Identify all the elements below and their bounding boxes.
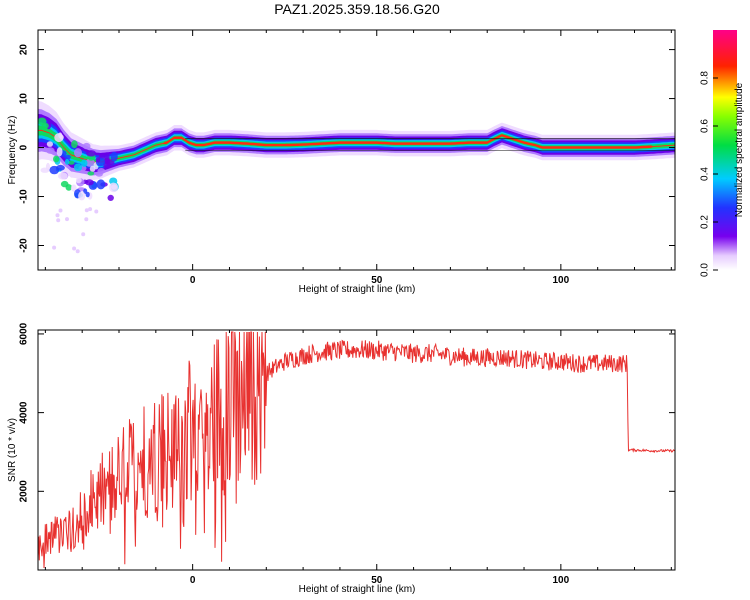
- spectrogram-ytick-label: -10: [19, 189, 30, 204]
- spectrogram-noise-blob: [59, 135, 64, 140]
- colorbar-tick-label: 0.4: [700, 167, 711, 181]
- spectrogram-noise-blob: [67, 160, 75, 165]
- snr-ytick-label: 2000: [19, 480, 30, 503]
- spectrogram-noise-dot: [52, 245, 57, 250]
- spectrogram-ytick-label: 10: [19, 93, 30, 105]
- spectrogram-noise-blob: [46, 141, 54, 147]
- spectrogram-noise-blob: [84, 158, 95, 167]
- spectrogram-noise-blob: [37, 117, 47, 126]
- snr-xtick-label: 100: [553, 575, 570, 586]
- spectrogram-noise-blob: [64, 154, 71, 160]
- spectrogram-noise-blob: [95, 157, 101, 163]
- spectrogram-noise-blob: [82, 142, 91, 150]
- snr-xtick-label: 0: [190, 575, 196, 586]
- spectrogram-noise-blob: [85, 179, 94, 186]
- colorbar: 0.0 0.2 0.4 0.6 0.8 Normalized spectral ampl…: [700, 30, 745, 277]
- spectrogram-noise-blob: [89, 165, 96, 172]
- spectrogram-heatmap: [37, 100, 675, 254]
- spectrogram-noise-blob: [87, 171, 95, 176]
- spectrogram-noise-blob: [74, 148, 82, 158]
- spectrogram-noise-dot: [72, 246, 77, 251]
- spectrogram-noise-blob: [46, 147, 55, 154]
- colorbar-tick-label: 0.8: [700, 71, 711, 85]
- snr-xlabel: Height of straight line (km): [299, 584, 416, 595]
- spectrogram-noise-blob: [110, 151, 118, 162]
- colorbar-ticks: 0.0 0.2 0.4 0.6 0.8: [700, 71, 718, 277]
- spectrogram-xtick-label: 0: [190, 275, 196, 286]
- spectrogram-panel: 0 50 100 -20 -10 0 10 20 Height of straight lin…: [7, 29, 676, 295]
- spectrogram-ytick-label: 0: [19, 144, 30, 150]
- spectrogram-noise-blob: [107, 194, 114, 201]
- spectrogram-noise-blob: [110, 184, 118, 190]
- spectrogram-noise-dot: [58, 208, 63, 213]
- snr-frame: [37, 329, 676, 571]
- spectrogram-ticks: 0 50 100 -20 -10 0 10 20: [19, 30, 675, 286]
- spectrogram-noise-blob: [71, 140, 78, 149]
- spectrogram-noise-blob: [78, 191, 86, 201]
- spectrogram-xtick-label: 100: [553, 275, 570, 286]
- spectrogram-noise-dot: [81, 232, 86, 237]
- colorbar-gradient: [713, 30, 737, 270]
- colorbar-label: Normalized spectral amplitude: [734, 82, 745, 217]
- colorbar-tick-label: 0.0: [700, 263, 711, 277]
- spectrogram-noise-blob: [56, 147, 63, 157]
- snr-panel: 0 50 100 2000 4000 6000 Height of straight li…: [7, 322, 676, 595]
- spectrogram-ylabel: Frequency (Hz): [7, 116, 18, 185]
- snr-ytick-label: 4000: [19, 401, 30, 424]
- snr-ytick-label: 6000: [19, 322, 30, 345]
- spectrogram-noise-blob: [96, 179, 106, 190]
- spectrogram-noise-blob: [85, 191, 90, 198]
- spectrogram-ytick-label: 20: [19, 44, 30, 56]
- colorbar-tick-label: 0.2: [700, 215, 711, 229]
- spectrogram-noise-dot: [75, 249, 80, 254]
- spectrogram-noise-blob: [73, 163, 83, 172]
- snr-ticks: 0 50 100 2000 4000 6000: [19, 322, 675, 586]
- spectrogram-noise-blob: [75, 177, 82, 184]
- snr-series-line: [37, 331, 676, 569]
- spectrogram-noise-dot: [56, 218, 61, 223]
- spectrogram-noise-blob: [64, 158, 70, 165]
- spectrogram-frame: [37, 29, 676, 271]
- spectrogram-noise-dot: [94, 209, 99, 214]
- spectrogram-noise-dot: [55, 213, 60, 218]
- spectrogram-noise-blob: [80, 159, 88, 167]
- spectrogram-noise-dot: [65, 217, 69, 222]
- spectrogram-noise-blob: [70, 184, 77, 192]
- spectrogram-noise-blob: [86, 150, 97, 157]
- spectrogram-noise-blob: [49, 165, 60, 175]
- spectrogram-noise-blob: [53, 155, 60, 163]
- spectrogram-noise-blob: [58, 172, 68, 180]
- spectrogram-xtick-label: 50: [371, 275, 383, 286]
- spectrogram-noise-dot: [84, 217, 89, 222]
- snr-ylabel: SNR (10 * v/v): [7, 418, 18, 482]
- spectrogram-noise-dot: [88, 207, 93, 212]
- spectrogram-noise-blob: [104, 152, 110, 162]
- spectrogram-noise-dot: [84, 208, 89, 213]
- spectrogram-noise-blob: [60, 180, 69, 188]
- figure-title: PAZ1.2025.359.18.56.G20: [274, 1, 440, 17]
- spectrogram-noise-blob: [40, 167, 50, 173]
- snr-xtick-label: 50: [371, 575, 383, 586]
- colorbar-tick-label: 0.6: [700, 119, 711, 133]
- spectrogram-noise-blob: [97, 168, 106, 174]
- spectrogram-xlabel: Height of straight line (km): [299, 284, 416, 295]
- spectrogram-ytick-label: -20: [19, 238, 30, 253]
